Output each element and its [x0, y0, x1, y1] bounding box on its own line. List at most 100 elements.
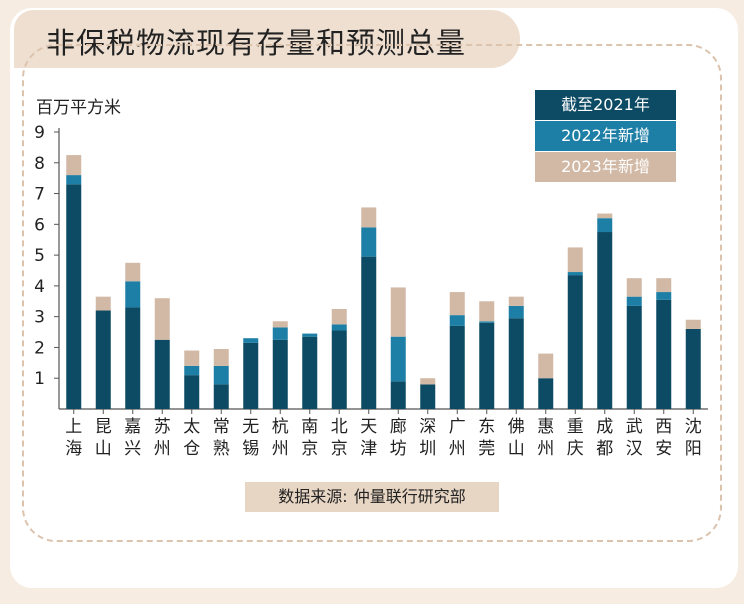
x-tick-label: 惠州: [537, 417, 554, 459]
y-tick-label: 8: [34, 154, 45, 174]
x-tick-label: 天津: [360, 417, 377, 459]
bar-existing: [390, 381, 406, 409]
title-tab: [14, 10, 520, 68]
bar-2022: [66, 175, 82, 185]
bar-2023: [331, 308, 347, 325]
x-tick-label: 重庆: [567, 417, 584, 459]
bar-2022: [390, 336, 406, 382]
bar-existing: [361, 256, 377, 409]
bar-2023: [538, 353, 554, 379]
bar-2022: [567, 272, 583, 276]
bar-existing: [95, 310, 111, 409]
x-tick-label: 广州: [449, 417, 466, 459]
x-tick-label: 常熟: [213, 417, 230, 459]
x-tick-label: 杭州: [272, 417, 289, 459]
bar-2023: [479, 301, 495, 322]
bar-existing: [272, 339, 288, 409]
y-tick-label: 7: [34, 185, 45, 205]
bar-existing: [331, 330, 347, 409]
bar-2023: [449, 292, 465, 316]
x-tick-label: 武汉: [626, 417, 643, 459]
y-axis-unit-label: 百万平方米: [36, 98, 121, 118]
x-tick-label: 廊坊: [390, 417, 407, 459]
x-tick-label: 佛山: [508, 417, 525, 459]
bar-2022: [479, 321, 495, 323]
source-value: 仲量联行研究部: [353, 487, 466, 506]
y-tick-label: 1: [34, 369, 45, 389]
x-tick-label: 西安: [655, 417, 672, 459]
bar-2023: [361, 207, 377, 228]
bar-2022: [656, 292, 672, 300]
bar-existing: [626, 305, 642, 409]
bar-2023: [184, 350, 200, 366]
bar-2022: [272, 327, 288, 340]
bar-2023: [508, 296, 524, 306]
bar-existing: [685, 328, 701, 409]
bar-existing: [656, 299, 672, 409]
x-tick-label: 东莞: [478, 417, 495, 459]
y-tick-label: 3: [34, 308, 45, 328]
bar-2022: [361, 227, 377, 257]
x-tick-label: 太仓: [183, 417, 200, 459]
y-tick-label: 2: [34, 338, 45, 358]
y-tick-label: 6: [34, 215, 45, 235]
bar-2022: [125, 281, 141, 308]
y-tick-label: 9: [34, 123, 45, 143]
bar-2023: [685, 319, 701, 329]
legend-item-2022: 2022年新增: [535, 121, 676, 151]
y-tick-label: 5: [34, 246, 45, 266]
source-note: 数据来源: 仲量联行研究部: [245, 482, 499, 512]
x-tick-label: 沈阳: [685, 417, 702, 459]
bar-existing: [420, 384, 436, 409]
legend: 截至2021年 2022年新增 2023年新增: [535, 90, 676, 183]
x-tick-label: 深圳: [419, 417, 436, 459]
bar-2023: [390, 287, 406, 337]
x-tick-label: 成都: [596, 417, 613, 459]
bar-existing: [538, 378, 554, 409]
bar-existing: [567, 275, 583, 409]
bar-2023: [420, 378, 436, 385]
bar-2022: [626, 296, 642, 306]
dashed-frame: [22, 44, 722, 542]
bar-existing: [479, 322, 495, 409]
bar-2023: [656, 278, 672, 293]
bar-2022: [331, 324, 347, 331]
y-tick-label: 4: [34, 277, 45, 297]
bar-2023: [213, 348, 229, 366]
x-tick-label: 无锡: [242, 417, 259, 459]
bar-existing: [302, 336, 318, 409]
bar-2022: [302, 333, 318, 337]
bar-existing: [213, 384, 229, 409]
bar-2023: [95, 296, 111, 311]
bar-existing: [184, 375, 200, 409]
bar-existing: [125, 307, 141, 409]
bar-2022: [449, 315, 465, 326]
bar-2022: [597, 218, 613, 233]
bar-2023: [66, 155, 82, 176]
x-tick-label: 南京: [301, 417, 318, 459]
bar-existing: [243, 342, 259, 409]
bar-2022: [243, 338, 259, 343]
bar-2022: [213, 365, 229, 385]
bar-2022: [508, 305, 524, 319]
x-tick-label: 北京: [331, 417, 348, 459]
bar-2023: [125, 262, 141, 282]
x-tick-label: 上海: [65, 417, 82, 459]
bar-existing: [508, 318, 524, 409]
bar-2023: [567, 247, 583, 273]
x-tick-label: 苏州: [154, 417, 171, 459]
legend-item-existing: 截至2021年: [535, 90, 676, 120]
bar-existing: [66, 184, 82, 409]
bar-2023: [154, 298, 170, 340]
bar-2022: [184, 365, 200, 376]
chart-title: 非保税物流现有存量和预测总量: [46, 26, 467, 60]
source-label: 数据来源:: [278, 487, 348, 506]
bar-2023: [597, 213, 613, 219]
bar-existing: [154, 339, 170, 409]
bar-2023: [626, 278, 642, 297]
bar-existing: [449, 325, 465, 409]
x-tick-label: 嘉兴: [124, 417, 141, 459]
x-tick-label: 昆山: [95, 417, 112, 459]
legend-item-2023: 2023年新增: [535, 152, 676, 182]
